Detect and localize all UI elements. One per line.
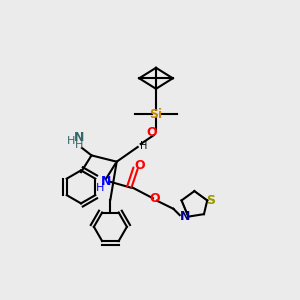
Text: S: S [206, 194, 215, 207]
Text: H: H [75, 140, 83, 150]
Text: H: H [140, 140, 147, 151]
Text: H: H [96, 182, 104, 193]
Text: N: N [180, 210, 190, 223]
Text: N: N [101, 175, 111, 188]
Text: N: N [74, 131, 84, 144]
Text: Si: Si [149, 107, 163, 121]
Text: O: O [149, 192, 160, 205]
Text: O: O [146, 126, 157, 140]
Text: H: H [67, 136, 76, 146]
Text: O: O [134, 159, 145, 172]
